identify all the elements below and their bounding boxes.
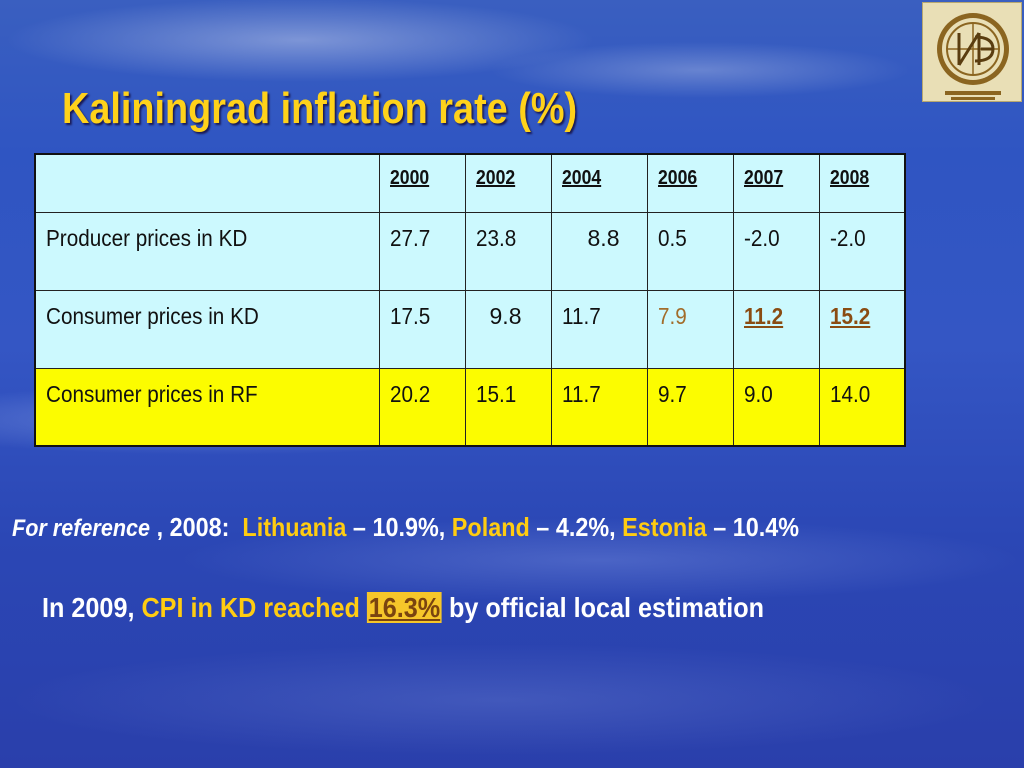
row-label: Consumer prices in KD	[34, 289, 380, 369]
table-cell: 11.7	[550, 367, 648, 447]
row-label: Consumer prices in RF	[34, 367, 380, 447]
cpi-highlight: CPI in KD reached	[141, 592, 367, 623]
value-estonia: – 10.4%	[706, 512, 800, 542]
table-cell: 11.2	[732, 289, 820, 369]
table-header-corner	[34, 153, 380, 213]
table-cell: -2.0	[732, 211, 820, 291]
year-header-2006: 2006	[646, 153, 734, 213]
table-cell: 8.8	[550, 211, 648, 291]
table-cell: 11.7	[550, 289, 648, 369]
table-cell: 7.9	[646, 289, 734, 369]
reference-sep: ,	[150, 512, 170, 542]
inflation-table: 2000 2002 2004 2006 2007 2008 Producer p…	[34, 153, 906, 447]
year-header-2007: 2007	[732, 153, 820, 213]
table-row: Producer prices in KD 27.7 23.8 8.8 0.5 …	[34, 211, 906, 291]
table-cell: 15.2	[818, 289, 906, 369]
cpi-value: 16.3%	[366, 592, 442, 623]
slide-title: Kaliningrad inflation rate (%)	[62, 84, 578, 133]
year-header-2008: 2008	[818, 153, 906, 213]
table-cell: -2.0	[818, 211, 906, 291]
table-cell: 9.8	[464, 289, 552, 369]
table-cell: 15.1	[464, 367, 552, 447]
table-row: Consumer prices in KD 17.5 9.8 11.7 7.9 …	[34, 289, 906, 369]
cpi-prefix: In 2009,	[42, 592, 142, 623]
value-lithuania: – 10.9%,	[346, 512, 452, 542]
table-cell: 17.5	[378, 289, 466, 369]
country-poland: Poland	[451, 512, 530, 542]
institute-logo-icon	[922, 2, 1022, 102]
cpi-suffix: by official local estimation	[441, 592, 765, 623]
table-header-row: 2000 2002 2004 2006 2007 2008	[34, 153, 906, 213]
year-header-2004: 2004	[550, 153, 648, 213]
table-cell: 0.5	[646, 211, 734, 291]
table-cell: 14.0	[818, 367, 906, 447]
table-cell: 20.2	[378, 367, 466, 447]
cpi-note: In 2009, CPI in KD reached 16.3% by offi…	[42, 592, 764, 624]
table-cell: 27.7	[378, 211, 466, 291]
table-cell: 23.8	[464, 211, 552, 291]
row-label: Producer prices in KD	[34, 211, 380, 291]
table-cell: 9.0	[732, 367, 820, 447]
reference-year: 2008:	[169, 512, 230, 542]
year-header-2002: 2002	[464, 153, 552, 213]
country-estonia: Estonia	[622, 512, 707, 542]
reference-prefix: For reference	[12, 515, 151, 542]
year-header-2000: 2000	[378, 153, 466, 213]
value-poland: – 4.2%,	[529, 512, 623, 542]
table-row: Consumer prices in RF 20.2 15.1 11.7 9.7…	[34, 367, 906, 447]
country-lithuania: Lithuania	[242, 512, 347, 542]
reference-line: For reference , 2008: Lithuania – 10.9%,…	[12, 512, 799, 543]
table-cell: 9.7	[646, 367, 734, 447]
